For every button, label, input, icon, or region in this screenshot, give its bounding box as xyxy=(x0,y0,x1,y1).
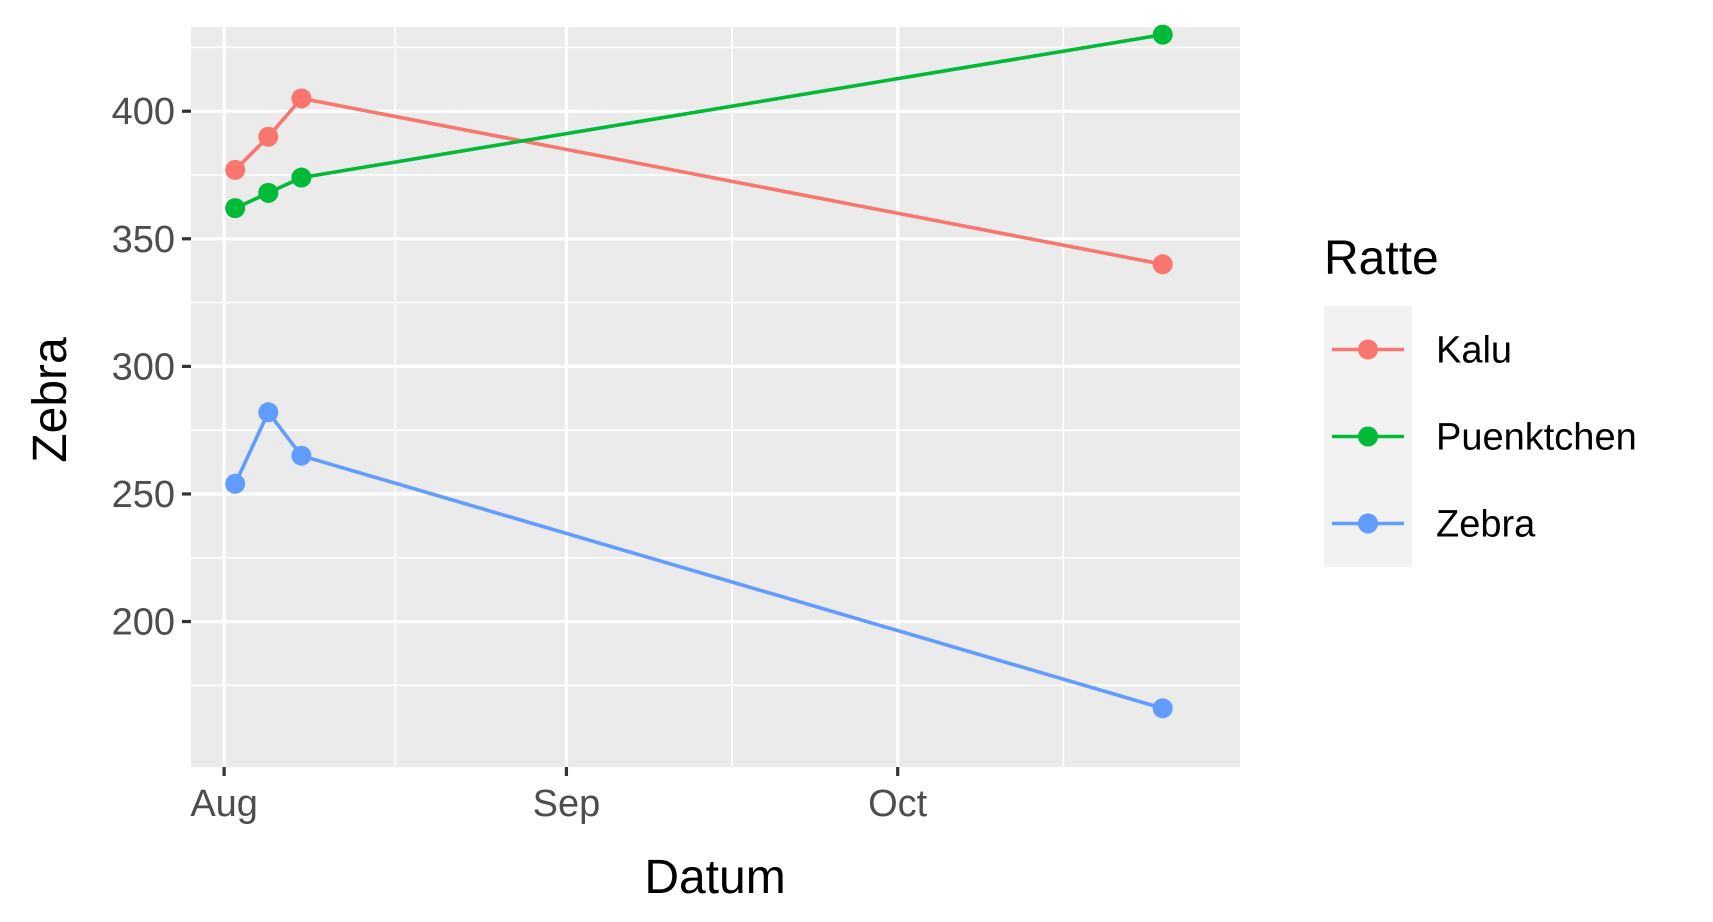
series-line-kalu xyxy=(233,96,1164,267)
legend-key-point-puenktchen xyxy=(1358,426,1378,447)
y-tick-label: 250 xyxy=(112,474,175,516)
axis-ticks xyxy=(182,109,900,776)
data-point-puenktchen xyxy=(1152,24,1173,45)
data-point-zebra xyxy=(291,445,312,466)
y-tick-label: 400 xyxy=(112,91,175,133)
legend-label-puenktchen: Puenktchen xyxy=(1436,417,1637,459)
series-line-zebra xyxy=(233,410,1164,711)
series-line-puenktchen xyxy=(234,32,1163,210)
legend-key-point-kalu xyxy=(1358,339,1378,360)
y-tick-label: 300 xyxy=(112,346,175,388)
legend: Ratte Kalu Puenktchen Zebra xyxy=(1324,232,1637,567)
legend-label-zebra: Zebra xyxy=(1436,504,1536,546)
y-tick-label: 200 xyxy=(112,602,175,644)
series-points xyxy=(225,24,1173,719)
legend-label-kalu: Kalu xyxy=(1436,330,1512,372)
x-tick-label: Sep xyxy=(533,783,601,825)
x-tick-label: Oct xyxy=(868,783,928,825)
minor-gridlines xyxy=(191,27,1240,767)
y-axis-title: Zebra xyxy=(24,337,77,463)
x-tick-label: Aug xyxy=(190,783,258,825)
plot-panel xyxy=(191,27,1240,767)
data-point-kalu xyxy=(258,126,279,147)
data-point-puenktchen xyxy=(291,167,312,188)
y-axis-tick-labels: 200 250 300 350 400 xyxy=(112,91,175,643)
x-axis-title: Datum xyxy=(644,851,785,904)
data-point-zebra xyxy=(225,473,246,494)
data-point-puenktchen xyxy=(258,182,279,203)
data-point-zebra xyxy=(1152,698,1173,719)
data-point-kalu xyxy=(1152,254,1173,275)
data-point-puenktchen xyxy=(225,198,246,219)
legend-title: Ratte xyxy=(1324,232,1439,285)
y-tick-label: 350 xyxy=(112,219,175,261)
legend-key-point-zebra xyxy=(1358,513,1378,534)
series-lines xyxy=(233,32,1164,711)
data-point-zebra xyxy=(258,402,279,423)
x-axis-tick-labels: Aug Sep Oct xyxy=(190,783,927,825)
data-point-kalu xyxy=(225,159,246,180)
data-point-kalu xyxy=(291,88,312,109)
